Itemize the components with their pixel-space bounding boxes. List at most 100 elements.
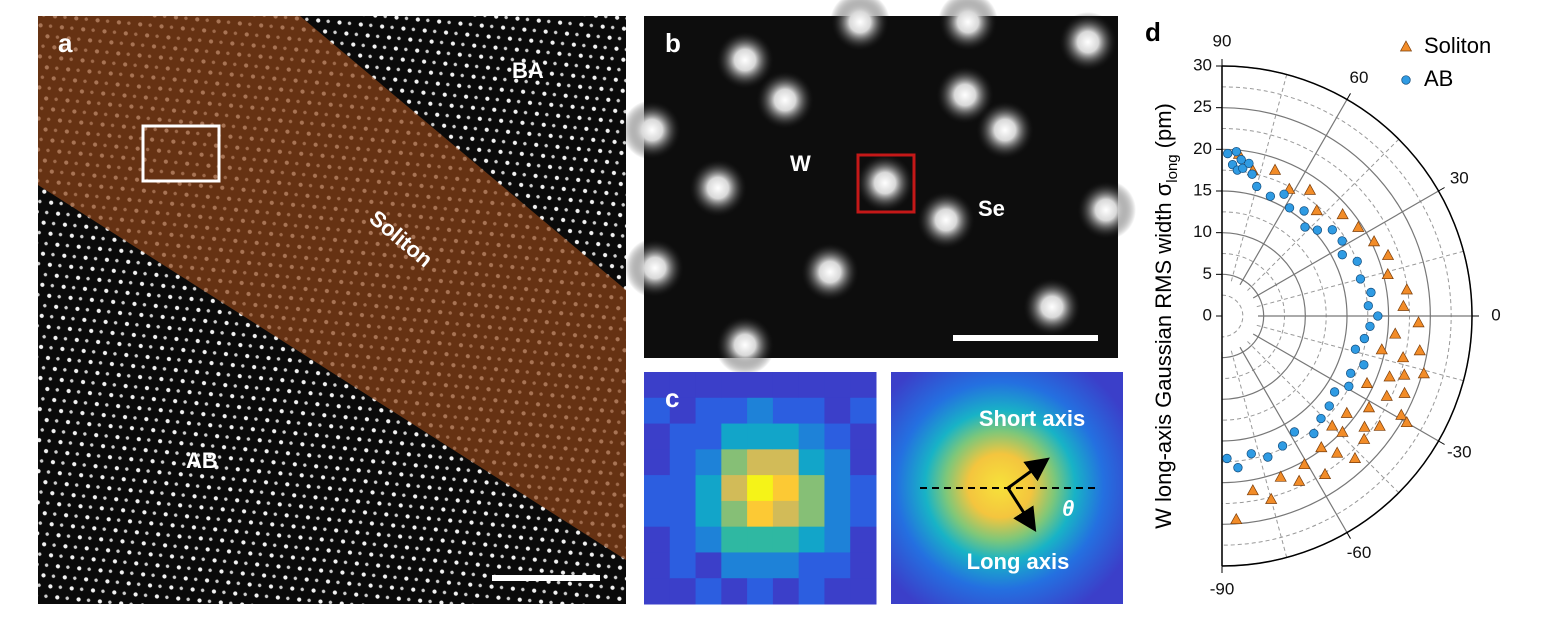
- angle-label: θ: [1062, 496, 1074, 521]
- data-point: [1373, 419, 1386, 431]
- data-point: [1233, 463, 1243, 473]
- pixel: [850, 397, 877, 425]
- pixel: [824, 500, 851, 528]
- scale-bar: [492, 575, 600, 581]
- data-point: [1223, 148, 1233, 159]
- theta-tick-label: -30: [1447, 442, 1472, 461]
- axis-title-unit: (pm): [1151, 103, 1176, 148]
- data-point: [1246, 449, 1256, 459]
- pixel: [644, 552, 671, 579]
- pixel: [772, 449, 800, 476]
- pixel: [644, 423, 671, 450]
- pixel: [669, 449, 697, 476]
- atom-column: [830, 0, 890, 52]
- axis-title: W long-axis Gaussian RMS width σlong (pm): [1151, 103, 1182, 529]
- data-point: [1412, 316, 1425, 328]
- data-point: [1279, 189, 1289, 199]
- atom-column: [715, 30, 775, 90]
- data-point: [1380, 389, 1393, 401]
- data-point: [1265, 191, 1276, 201]
- theta-tick: [1438, 440, 1445, 445]
- pixel: [721, 397, 748, 425]
- pixel: [721, 526, 748, 553]
- pixel: [721, 500, 748, 528]
- theta-tick-label: 0: [1491, 305, 1500, 324]
- pixel: [798, 372, 825, 399]
- theta-tick-label: -90: [1210, 579, 1235, 598]
- data-point: [1400, 283, 1413, 295]
- pixel: [850, 423, 877, 450]
- data-point: [1299, 206, 1309, 216]
- data-point: [1298, 457, 1311, 470]
- data-point: [1381, 248, 1395, 260]
- data-point: [1381, 267, 1394, 280]
- pixel: [798, 475, 825, 502]
- minor-grid-spoke: [1256, 324, 1464, 382]
- pixel: [798, 500, 825, 528]
- pixel: [721, 552, 748, 579]
- pixel: [798, 397, 825, 425]
- panel-label: c: [665, 383, 679, 413]
- grid-spoke: [1252, 190, 1439, 299]
- pixel: [798, 578, 825, 605]
- soliton-band: [38, 16, 626, 560]
- data-point: [1355, 274, 1366, 284]
- pixel: [850, 578, 877, 605]
- pixel: [669, 578, 697, 605]
- axis-title-sub: long: [1164, 154, 1181, 182]
- r-tick-label: 20: [1193, 139, 1212, 158]
- pixel: [669, 423, 697, 450]
- pixel: [772, 372, 800, 399]
- data-point: [1318, 467, 1332, 479]
- minor-grid-ring: [1221, 169, 1369, 463]
- atom-column: [622, 100, 682, 160]
- data-point: [1265, 492, 1278, 504]
- pixel: [850, 552, 877, 579]
- axis-label: Long axis: [967, 549, 1070, 574]
- data-point: [1373, 311, 1383, 321]
- data-point: [1336, 208, 1349, 220]
- panel-d: d W long-axis Gaussian RMS width σlong (p…: [1145, 17, 1501, 599]
- pixel: [695, 372, 722, 399]
- pixel: [669, 372, 697, 399]
- data-point: [1375, 343, 1388, 355]
- pixel: [644, 372, 671, 399]
- atom-column: [688, 158, 748, 218]
- data-point: [1238, 163, 1248, 173]
- pixel: [695, 526, 722, 553]
- atom-column: [935, 65, 995, 125]
- pixel: [824, 526, 851, 553]
- pixel: [644, 397, 671, 425]
- pixel: [695, 475, 722, 502]
- data-point: [1236, 155, 1246, 165]
- pixel: [747, 397, 774, 425]
- zoom-box: [141, 124, 221, 183]
- pixel: [644, 578, 671, 605]
- minor-grid-ring: [1221, 294, 1244, 338]
- data-point: [1358, 420, 1371, 432]
- data-point: [1327, 225, 1337, 235]
- data-point: [1398, 368, 1411, 380]
- data-point: [1348, 451, 1362, 463]
- pixel: [721, 449, 748, 476]
- region-label: AB: [186, 448, 218, 473]
- pixel: [772, 500, 800, 528]
- legend-marker: [1401, 75, 1411, 85]
- atom-column: [855, 153, 915, 213]
- pixel: [772, 423, 800, 450]
- atom-column: [1058, 12, 1118, 72]
- data-point: [1362, 401, 1376, 413]
- data-point: [1359, 333, 1370, 344]
- axis-title-main: W long-axis Gaussian RMS width σ: [1151, 182, 1176, 529]
- data-point: [1417, 367, 1430, 379]
- data-point: [1303, 183, 1317, 195]
- pixel: [798, 449, 825, 476]
- pixel: [644, 526, 671, 553]
- data-point: [1337, 250, 1347, 260]
- atom-column: [625, 238, 685, 298]
- r-tick-label: 0: [1203, 305, 1212, 324]
- data-point: [1389, 327, 1402, 339]
- pixel: [695, 552, 722, 579]
- pixel: [747, 423, 774, 450]
- pixel: [824, 475, 851, 502]
